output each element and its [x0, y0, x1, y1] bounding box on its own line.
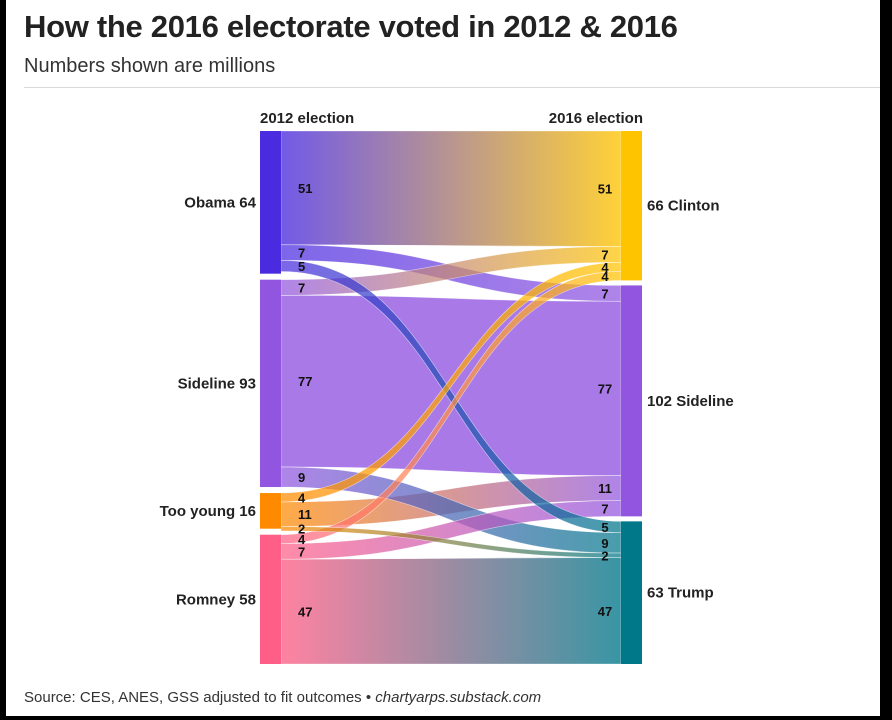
node-2016-trump[interactable] — [621, 521, 642, 664]
node-label-2012-obama: Obama 64 — [184, 194, 256, 211]
node-2016-clinton[interactable] — [621, 131, 642, 281]
link-value-end: 7 — [601, 286, 608, 301]
node-2012-romney[interactable] — [260, 534, 281, 664]
link-value-end: 11 — [598, 481, 612, 496]
node-label-2012-sideline2012: Sideline 93 — [178, 375, 256, 392]
link-value-end: 51 — [598, 182, 612, 197]
link-value-start: 2 — [298, 522, 305, 537]
node-label-2016-trump: 63 Trump — [647, 585, 714, 602]
link-value-start: 5 — [298, 259, 305, 274]
node-label-2012-too_young: Too young 16 — [160, 503, 256, 520]
left-column-label: 2012 election — [260, 110, 354, 127]
node-label-2012-romney: Romney 58 — [176, 591, 256, 608]
source-site: chartyarps.substack.com — [375, 689, 542, 706]
source-note: Source: CES, ANES, GSS adjusted to fit o… — [24, 689, 541, 706]
node-2012-too_young[interactable] — [260, 493, 281, 529]
chart-subtitle: Numbers shown are millions — [24, 55, 276, 77]
node-label-2016-clinton: 66 Clinton — [647, 198, 720, 215]
link-value-start: 7 — [298, 280, 305, 295]
link-romney-to-clinton[interactable] — [280, 271, 622, 544]
node-2012-sideline2012[interactable] — [260, 279, 281, 488]
node-2012-obama[interactable] — [260, 131, 281, 274]
links-layer — [280, 130, 622, 665]
source-text: Source: CES, ANES, GSS adjusted to fit o… — [24, 689, 372, 706]
link-value-end: 7 — [601, 501, 608, 516]
node-2016-sideline2016[interactable] — [621, 285, 642, 517]
link-value-start: 4 — [298, 532, 306, 547]
link-value-start: 51 — [298, 181, 312, 196]
node-label-2016-sideline2016: 102 Sideline — [647, 393, 734, 410]
link-value-start: 7 — [298, 246, 305, 261]
nodes-layer — [260, 131, 642, 664]
link-romney-to-trump[interactable] — [280, 557, 622, 665]
link-value-start: 9 — [298, 470, 305, 485]
link-value-end: 5 — [601, 520, 608, 535]
header-divider — [24, 87, 880, 88]
chart-card: How the 2016 electorate voted in 2012 & … — [6, 0, 880, 716]
link-value-end: 9 — [601, 536, 608, 551]
link-value-start: 7 — [298, 544, 305, 559]
link-value-end: 47 — [598, 604, 612, 619]
link-value-start: 47 — [298, 605, 312, 620]
link-value-start: 11 — [298, 507, 312, 522]
link-value-start: 4 — [298, 490, 306, 505]
link-value-end: 4 — [601, 269, 609, 284]
link-romney-to-sideline2016[interactable] — [280, 500, 622, 560]
link-value-end: 4 — [601, 260, 609, 275]
link-value-end: 2 — [601, 548, 608, 563]
right-column-label: 2016 election — [549, 110, 643, 127]
link-value-end: 7 — [601, 247, 608, 262]
link-value-end: 77 — [598, 381, 612, 396]
link-obama-to-clinton[interactable] — [280, 130, 622, 247]
chart-title: How the 2016 electorate voted in 2012 & … — [24, 9, 678, 44]
link-value-start: 77 — [298, 374, 312, 389]
